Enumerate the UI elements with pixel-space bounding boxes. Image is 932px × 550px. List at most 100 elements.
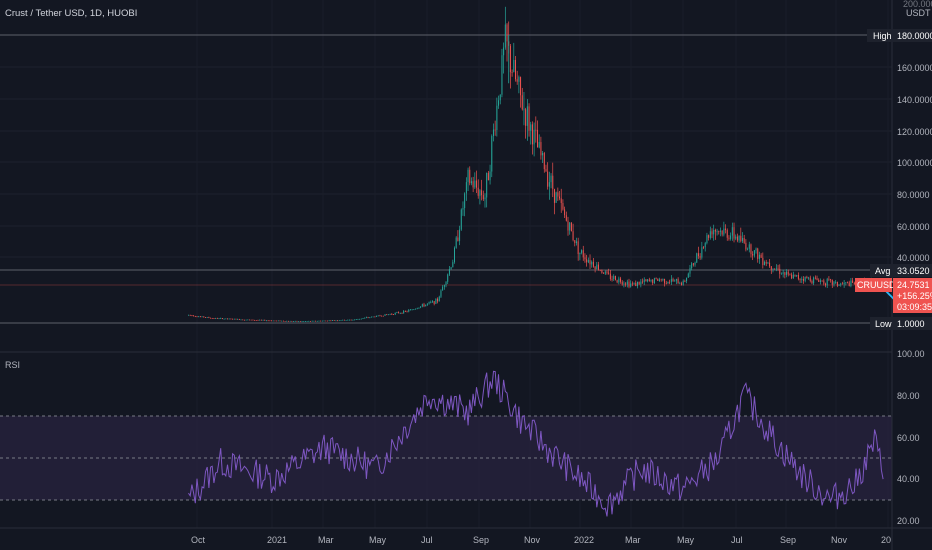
- candle: [545, 169, 547, 172]
- time-tick: Mar: [625, 535, 641, 545]
- low-marker-label: Low: [875, 319, 892, 329]
- candle: [250, 319, 252, 321]
- candle: [289, 320, 291, 322]
- candle: [714, 229, 716, 232]
- candle: [847, 282, 849, 284]
- candle: [633, 282, 635, 284]
- candle: [293, 321, 295, 322]
- candle: [689, 268, 691, 274]
- time-tick: Oct: [191, 535, 206, 545]
- candle: [267, 320, 269, 322]
- symbol-change: +156.25%: [897, 291, 932, 301]
- candle: [399, 312, 401, 314]
- candle: [235, 318, 237, 320]
- candle: [376, 315, 378, 317]
- candle: [681, 283, 683, 285]
- candle: [255, 320, 257, 321]
- candle: [818, 280, 820, 282]
- rsi-tick: 60.00: [897, 433, 920, 443]
- time-tick: Sep: [780, 535, 796, 545]
- candle: [445, 281, 447, 285]
- candle: [281, 320, 283, 322]
- candle: [621, 281, 623, 285]
- candle: [298, 321, 300, 323]
- price-tick: 120.0000: [897, 127, 932, 137]
- candle: [675, 278, 677, 281]
- candle: [567, 220, 569, 231]
- candle: [801, 279, 803, 280]
- candle: [779, 268, 781, 274]
- candle: [242, 319, 244, 321]
- candle: [340, 320, 342, 322]
- candle: [791, 274, 793, 279]
- candle: [764, 262, 766, 265]
- candle: [504, 24, 506, 48]
- candle: [362, 318, 364, 319]
- candle: [752, 254, 754, 256]
- candle: [631, 283, 633, 285]
- candle: [479, 190, 481, 196]
- candle: [423, 304, 425, 307]
- candle: [326, 320, 328, 322]
- candle: [215, 318, 217, 319]
- candle: [487, 172, 489, 181]
- candle: [642, 281, 644, 283]
- candle: [498, 100, 500, 106]
- candle: [613, 276, 615, 280]
- candle: [506, 24, 508, 42]
- candle: [442, 286, 444, 291]
- candle: [687, 273, 689, 278]
- candle: [369, 317, 371, 319]
- candle: [291, 320, 293, 322]
- candle: [672, 279, 674, 282]
- candle: [204, 317, 206, 319]
- time-tick: Jul: [731, 535, 743, 545]
- candle: [476, 180, 478, 188]
- candle: [443, 284, 445, 287]
- candle: [591, 261, 593, 265]
- candle: [328, 320, 330, 322]
- candle: [223, 318, 225, 320]
- candle: [836, 281, 838, 286]
- candle: [731, 227, 733, 236]
- candle: [767, 262, 769, 264]
- candle: [684, 280, 686, 282]
- rsi-axis[interactable]: 100.00 80.00 60.00 40.00 20.00: [897, 349, 925, 526]
- time-axis[interactable]: Oct 2021 Mar May Jul Sep Nov 2022 Mar Ma…: [191, 535, 891, 545]
- candle: [303, 321, 305, 323]
- candle: [823, 280, 825, 284]
- candle: [313, 320, 315, 322]
- candle: [226, 318, 228, 320]
- candle: [604, 271, 606, 274]
- rsi-label: RSI: [5, 360, 20, 370]
- candle: [494, 129, 496, 131]
- candle: [240, 319, 242, 321]
- candle: [809, 277, 811, 281]
- candle: [537, 129, 539, 148]
- candle: [492, 129, 494, 137]
- candle: [262, 319, 264, 321]
- candle: [477, 187, 479, 196]
- candle: [609, 273, 611, 279]
- candle: [750, 244, 752, 255]
- candle: [526, 106, 528, 126]
- price-axis[interactable]: 160.0000 140.0000 120.0000 100.0000 80.0…: [897, 63, 932, 263]
- candle: [762, 257, 764, 265]
- candle: [509, 45, 511, 73]
- candle: [589, 260, 591, 265]
- candle: [370, 316, 372, 318]
- candle: [365, 317, 367, 319]
- candle: [301, 321, 303, 323]
- candle: [189, 314, 191, 316]
- candle: [337, 320, 339, 322]
- candle: [389, 314, 391, 315]
- rsi-level-lines: [0, 415, 892, 501]
- candle: [786, 271, 788, 275]
- candle: [520, 77, 522, 96]
- candle: [570, 222, 572, 232]
- time-tick: Nov: [831, 535, 848, 545]
- symbol-price: 24.7531: [897, 280, 930, 290]
- time-tick: Sep: [473, 535, 489, 545]
- candle: [496, 105, 498, 131]
